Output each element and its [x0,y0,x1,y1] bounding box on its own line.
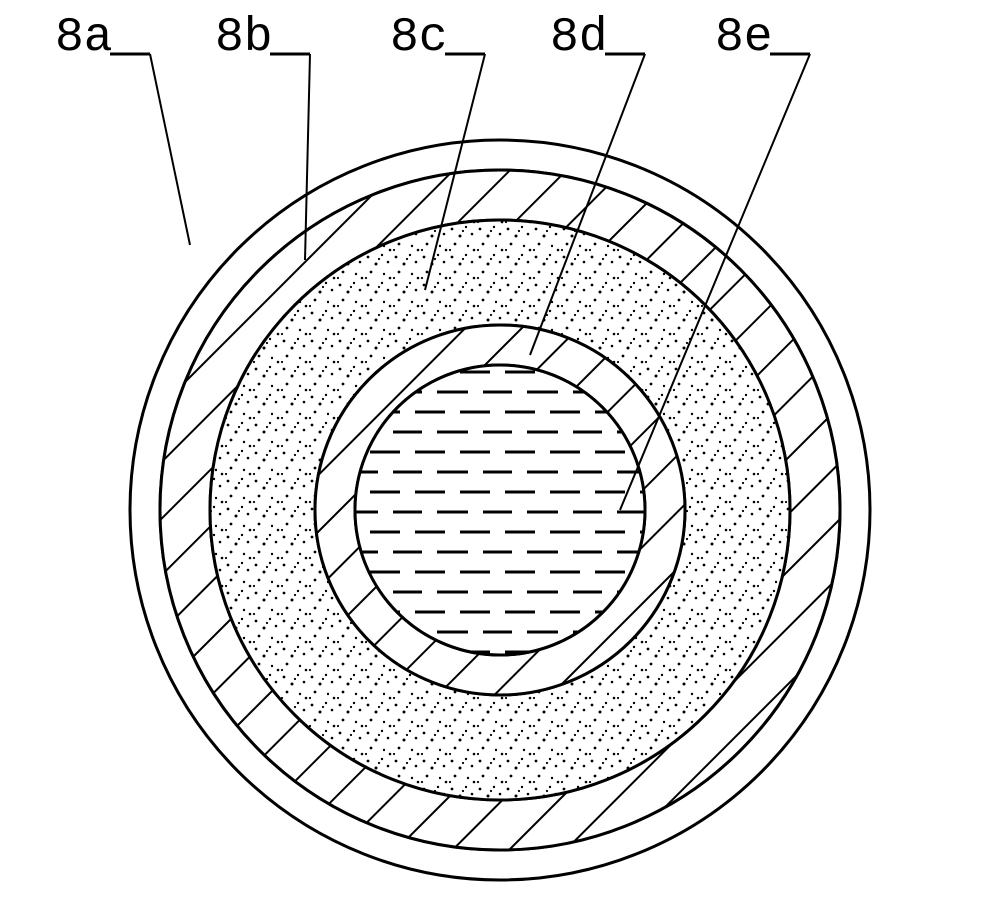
label-8b: 8b [215,11,273,65]
label-8a: 8a [55,11,113,65]
rings-group [130,140,870,880]
label-8c: 8c [390,11,448,65]
cross-section-diagram: 8a 8b 8c 8d 8e [0,0,983,923]
label-8d: 8d [550,11,608,65]
leader-line-8a [150,54,190,245]
label-8e: 8e [715,11,773,65]
labels-group: 8a 8b 8c 8d 8e [55,11,773,65]
ring-8e [355,365,645,655]
